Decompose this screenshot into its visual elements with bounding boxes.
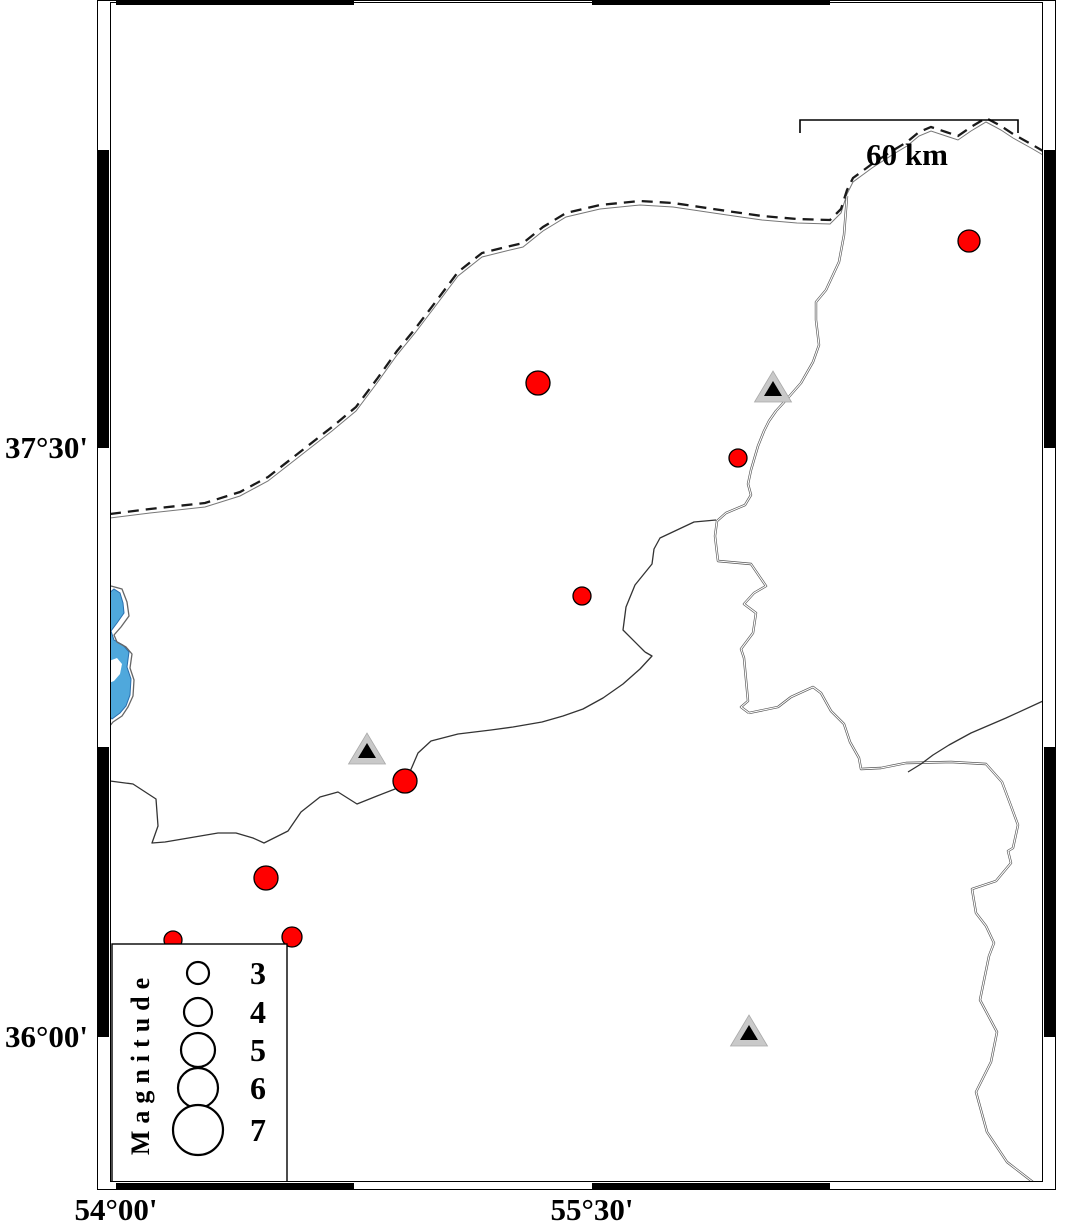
legend-entry-label-5: 5 bbox=[250, 1032, 266, 1068]
legend-magnitude-circle bbox=[171, 1103, 225, 1157]
frame-tick-bottom bbox=[592, 1183, 830, 1189]
frame-tick-left bbox=[98, 150, 109, 448]
boundary-line-core bbox=[714, 195, 848, 714]
frame-tick-right bbox=[1044, 150, 1055, 448]
water-body bbox=[107, 588, 132, 720]
earthquake-marker bbox=[572, 586, 592, 606]
frame-tick-left bbox=[98, 747, 109, 1037]
axis-label-lon-54-00: 54°00' bbox=[74, 1192, 158, 1227]
frame-tick-top bbox=[116, 0, 354, 5]
frame-tick-bottom bbox=[116, 1183, 354, 1189]
station-triangle-inner-icon bbox=[740, 1025, 758, 1040]
river-road-line bbox=[907, 700, 1044, 773]
frame-tick-top bbox=[592, 0, 830, 5]
earthquake-marker bbox=[957, 229, 981, 253]
water-hole bbox=[109, 658, 122, 683]
earthquake-marker bbox=[281, 926, 303, 948]
legend-entry-label-4: 4 bbox=[250, 994, 266, 1030]
legend-entry-label-3: 3 bbox=[250, 955, 266, 991]
legend-entry-label-7: 7 bbox=[250, 1112, 266, 1148]
legend-magnitude-circle bbox=[185, 960, 211, 986]
legend-magnitude-circle bbox=[179, 1031, 217, 1069]
boundary-line-core bbox=[748, 686, 1039, 1187]
frame-outer bbox=[97, 0, 1056, 1190]
boundary-line bbox=[748, 685, 1039, 1187]
earthquake-marker bbox=[253, 865, 279, 891]
legend-title: Magnitude bbox=[126, 970, 155, 1156]
country-border-dashed bbox=[109, 116, 1044, 516]
river-road-line bbox=[108, 585, 135, 728]
river-road-line bbox=[109, 651, 653, 844]
station-triangle-inner-icon bbox=[764, 381, 782, 396]
frame-tick-right bbox=[1044, 747, 1055, 1037]
scale-bar bbox=[799, 119, 1019, 133]
scale-bar-label: 60 km bbox=[866, 137, 948, 172]
river-road-line bbox=[622, 519, 717, 653]
earthquake-marker bbox=[728, 448, 748, 468]
coastline bbox=[109, 121, 1044, 519]
legend-magnitude-circle bbox=[182, 996, 214, 1028]
frame-band-bottom bbox=[97, 1182, 1056, 1190]
axis-label-lat-36-00: 36°00' bbox=[4, 1019, 88, 1054]
earthquake-marker bbox=[525, 370, 551, 396]
legend-entry-label-6: 6 bbox=[250, 1070, 266, 1106]
axis-label-lon-55-30: 55°30' bbox=[550, 1192, 634, 1227]
frame-inner bbox=[110, 2, 1043, 1182]
legend-magnitude-circle bbox=[176, 1066, 220, 1110]
axis-label-lat-37-30: 37°30' bbox=[4, 430, 88, 465]
earthquake-marker bbox=[392, 768, 418, 794]
station-triangle-inner-icon bbox=[358, 743, 376, 758]
